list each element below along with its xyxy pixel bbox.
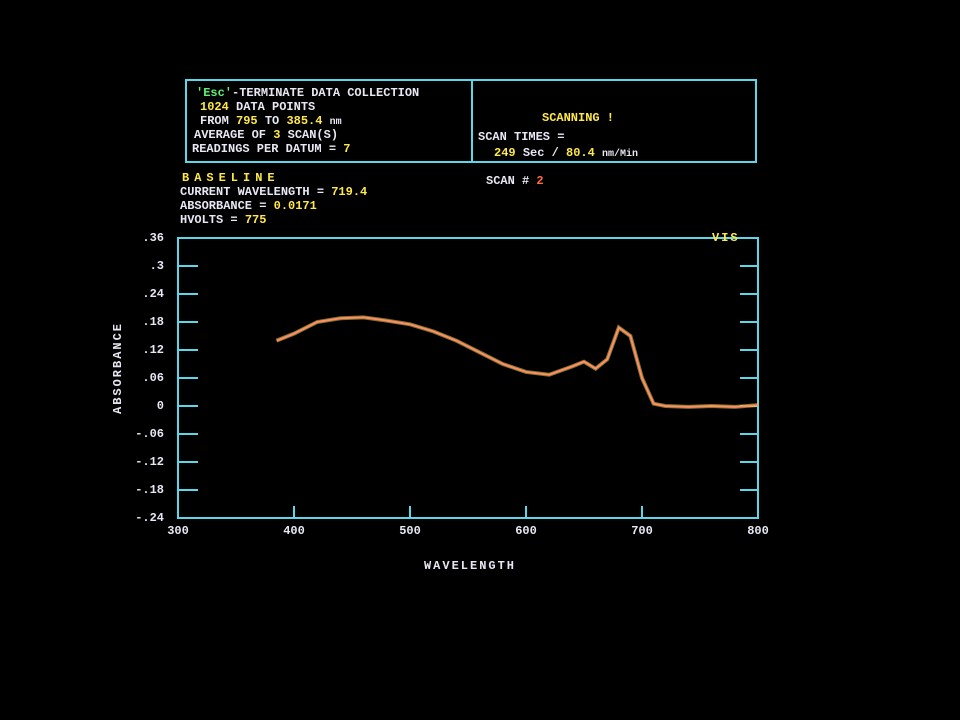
y-tick-label: .12: [142, 343, 164, 357]
y-axis-title: ABSORBANCE: [111, 322, 125, 414]
info-line: FROM 795 TO 385.4 nm: [200, 114, 342, 128]
text: SCAN(S): [288, 128, 338, 142]
x-tick-label: 300: [167, 524, 189, 538]
x-tick-label: 400: [283, 524, 305, 538]
value: 2: [536, 174, 543, 188]
info-line: 'Esc'-TERMINATE DATA COLLECTION: [196, 86, 419, 100]
text: HVOLTS =: [180, 213, 238, 227]
unit: nm/Min: [602, 148, 638, 160]
x-tick-label: 500: [399, 524, 421, 538]
text: AVERAGE OF: [194, 128, 266, 142]
text: READINGS PER DATUM =: [192, 142, 336, 156]
readout-line: CURRENT WAVELENGTH = 719.4: [180, 185, 367, 199]
value: 1024: [200, 100, 229, 114]
info-line: AVERAGE OF 3 SCAN(S): [194, 128, 338, 142]
key: 'Esc': [196, 86, 232, 100]
info-line: READINGS PER DATUM = 7: [192, 142, 350, 156]
y-tick-label: -.12: [135, 455, 164, 469]
region-label: VIS: [712, 231, 740, 245]
spectrum-glow: [275, 315, 759, 409]
value: 3: [273, 128, 280, 142]
value: 7: [343, 142, 350, 156]
x-tick-label: 600: [515, 524, 537, 538]
text: CURRENT WAVELENGTH =: [180, 185, 324, 199]
y-tick-label: 0: [157, 399, 164, 413]
text: SCAN #: [486, 174, 529, 188]
value: 249: [494, 146, 516, 160]
value: 80.4: [566, 146, 595, 160]
info-line: 1024 DATA POINTS: [200, 100, 315, 114]
readout-line: HVOLTS = 775: [180, 213, 266, 227]
scan-times-label: SCAN TIMES =: [478, 130, 564, 144]
text: DATA POINTS: [236, 100, 315, 114]
status-title: SCANNING !: [542, 111, 614, 125]
value: 795: [236, 114, 258, 128]
y-tick-label: .3: [150, 259, 164, 273]
value: 719.4: [331, 185, 367, 199]
x-tick-label: 700: [631, 524, 653, 538]
y-tick-label: .36: [142, 231, 164, 245]
scan-times: 249 Sec / 80.4 nm/Min: [494, 146, 638, 160]
value: 385.4: [286, 114, 322, 128]
readout-title: BASELINE: [182, 171, 280, 185]
text: TO: [265, 114, 279, 128]
y-tick-label: .18: [142, 315, 164, 329]
y-tick-label: -.06: [135, 427, 164, 441]
y-tick-label: .24: [142, 287, 164, 301]
x-axis-title: WAVELENGTH: [424, 559, 516, 573]
scan-number: SCAN # 2: [486, 174, 544, 188]
value: 775: [245, 213, 267, 227]
y-tick-label: -.24: [135, 511, 164, 525]
value: 0.0171: [274, 199, 317, 213]
text: FROM: [200, 114, 229, 128]
spectrum-line: [276, 316, 759, 408]
x-tick-label: 800: [747, 524, 769, 538]
y-tick-label: .06: [142, 371, 164, 385]
text: -TERMINATE DATA COLLECTION: [232, 86, 419, 100]
readout-line: ABSORBANCE = 0.0171: [180, 199, 317, 213]
text: ABSORBANCE =: [180, 199, 266, 213]
text: Sec /: [523, 146, 559, 160]
y-tick-label: -.18: [135, 483, 164, 497]
unit: nm: [330, 117, 342, 128]
plot-frame: [177, 237, 759, 519]
